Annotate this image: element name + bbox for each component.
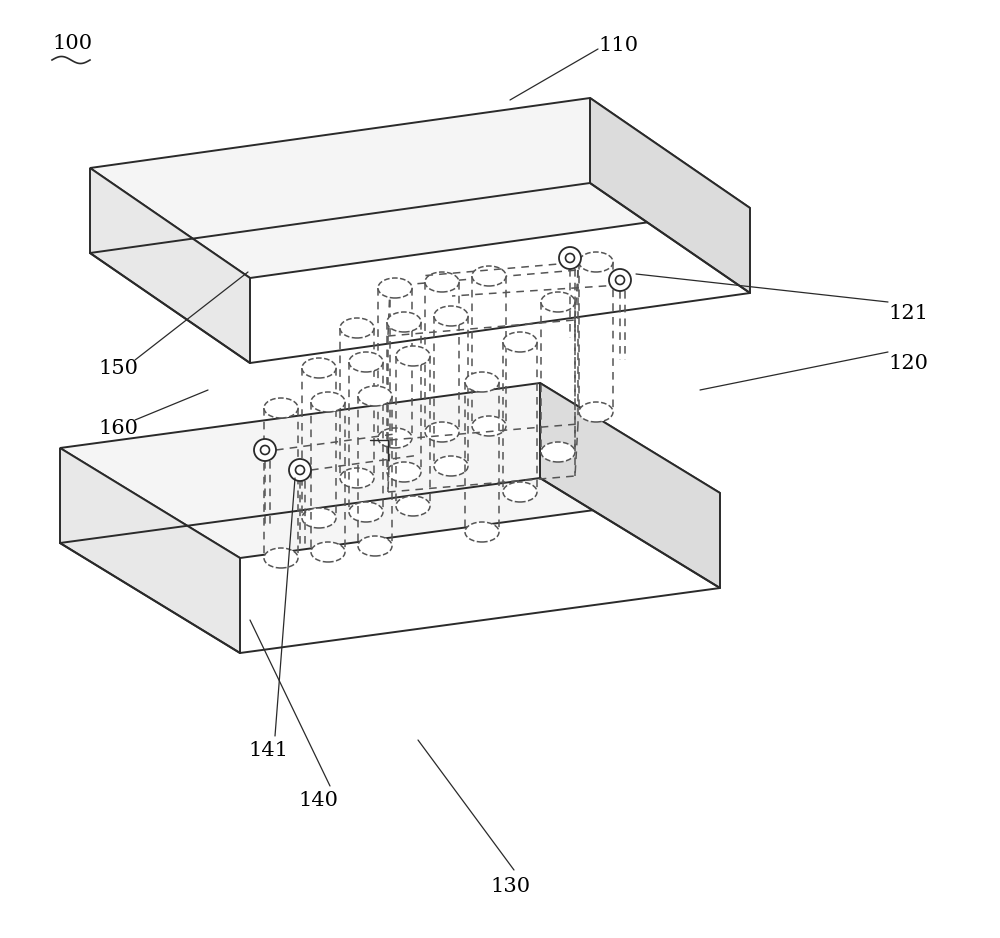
Ellipse shape (289, 459, 311, 481)
Ellipse shape (340, 318, 374, 338)
Text: 130: 130 (490, 876, 530, 896)
Polygon shape (90, 98, 750, 278)
Ellipse shape (465, 372, 499, 392)
Ellipse shape (559, 247, 581, 269)
Ellipse shape (264, 548, 298, 568)
Ellipse shape (302, 358, 336, 378)
Ellipse shape (387, 312, 421, 332)
Ellipse shape (434, 306, 468, 326)
Polygon shape (590, 98, 750, 293)
Ellipse shape (465, 522, 499, 542)
Ellipse shape (311, 392, 345, 412)
Polygon shape (540, 383, 720, 588)
Ellipse shape (387, 462, 421, 482)
Ellipse shape (541, 292, 575, 312)
Ellipse shape (264, 398, 298, 418)
Text: 160: 160 (98, 418, 138, 437)
Ellipse shape (358, 536, 392, 556)
Ellipse shape (260, 446, 270, 455)
Ellipse shape (358, 386, 392, 406)
Text: 100: 100 (52, 34, 92, 53)
Ellipse shape (378, 278, 412, 298)
Ellipse shape (579, 402, 613, 422)
Ellipse shape (616, 276, 624, 284)
Ellipse shape (472, 416, 506, 436)
Ellipse shape (311, 542, 345, 562)
Ellipse shape (503, 332, 537, 352)
Polygon shape (90, 168, 250, 363)
Ellipse shape (296, 465, 304, 475)
Ellipse shape (254, 439, 276, 461)
Text: 120: 120 (888, 354, 928, 372)
Ellipse shape (396, 346, 430, 366)
Ellipse shape (472, 266, 506, 286)
Text: 150: 150 (98, 358, 138, 377)
Ellipse shape (434, 456, 468, 476)
Text: 141: 141 (248, 740, 288, 760)
Ellipse shape (349, 352, 383, 372)
Ellipse shape (425, 272, 459, 292)
Ellipse shape (349, 502, 383, 522)
Text: 121: 121 (888, 304, 928, 323)
Ellipse shape (302, 508, 336, 528)
Ellipse shape (378, 428, 412, 448)
Text: 140: 140 (298, 791, 338, 809)
Ellipse shape (396, 496, 430, 516)
Text: 110: 110 (598, 36, 638, 54)
Polygon shape (60, 383, 720, 558)
Ellipse shape (566, 253, 574, 263)
Ellipse shape (340, 468, 374, 488)
Ellipse shape (541, 442, 575, 462)
Ellipse shape (579, 252, 613, 272)
Ellipse shape (503, 482, 537, 502)
Ellipse shape (609, 269, 631, 291)
Ellipse shape (425, 422, 459, 442)
Polygon shape (60, 448, 240, 653)
